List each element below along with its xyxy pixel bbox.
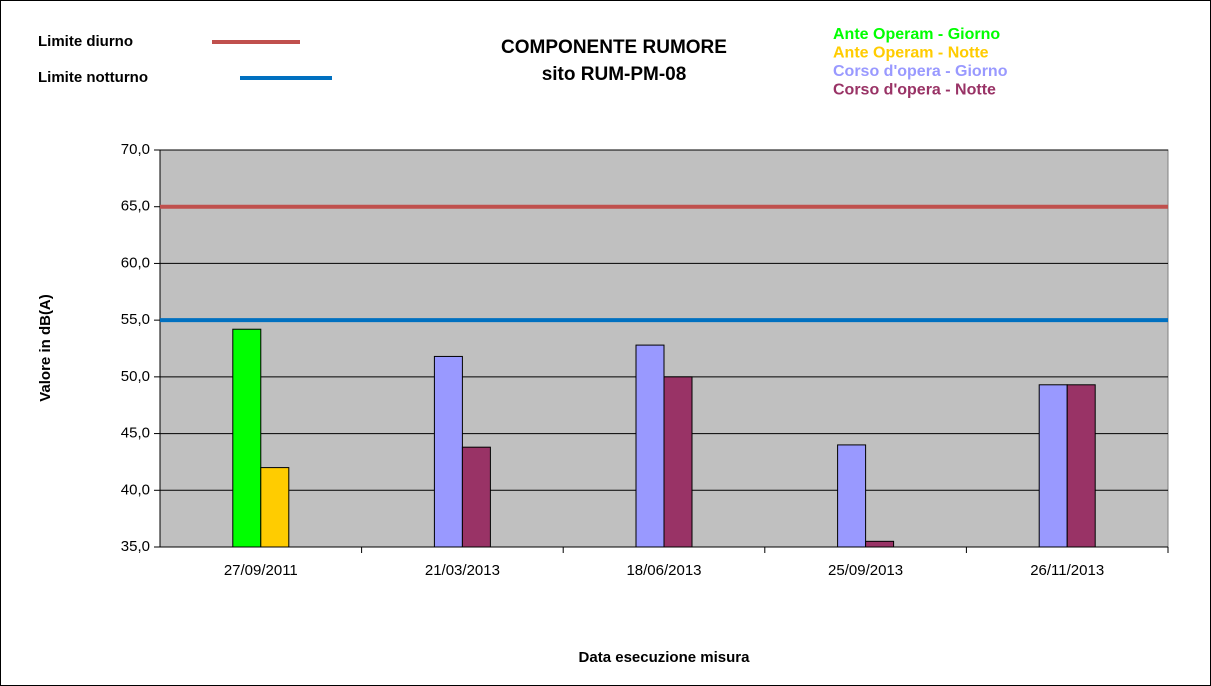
legend-label: Ante Operam - Giorno [833,26,1000,43]
x-tick-label: 26/11/2013 [1030,562,1104,579]
y-tick-label: 35,0 [121,538,150,555]
legend-label: Limite diurno [38,33,133,50]
y-tick-label: 45,0 [121,425,150,442]
x-tick-label: 27/09/2011 [224,562,298,579]
bar [1066,384,1096,548]
bar [1038,384,1068,548]
y-axis-label: Valore in dB(A) [37,294,54,402]
bar [663,376,693,548]
bar [461,446,491,548]
bar [837,444,867,548]
y-tick-label: 70,0 [121,141,150,158]
x-tick-label: 21/03/2013 [425,562,500,579]
chart-title: COMPONENTE RUMORE [501,37,727,58]
bar [260,467,290,548]
y-tick-label: 65,0 [121,198,150,215]
legend-label: Limite notturno [38,69,148,86]
legend-label: Corso d'opera - Notte [833,82,996,99]
legend-label: Ante Operam - Notte [833,45,989,62]
y-tick-label: 60,0 [121,254,150,271]
x-axis-label: Data esecuzione misura [579,649,751,666]
bar [635,344,665,548]
legend-label: Corso d'opera - Giorno [833,63,1008,80]
y-tick-label: 40,0 [121,481,150,498]
bar [232,328,262,548]
chart-subtitle: sito RUM-PM-08 [542,64,687,85]
y-tick-label: 50,0 [121,368,150,385]
x-tick-label: 18/06/2013 [626,562,701,579]
y-tick-label: 55,0 [121,311,150,328]
bar [433,355,463,548]
x-tick-label: 25/09/2013 [828,562,903,579]
bar [865,540,895,548]
